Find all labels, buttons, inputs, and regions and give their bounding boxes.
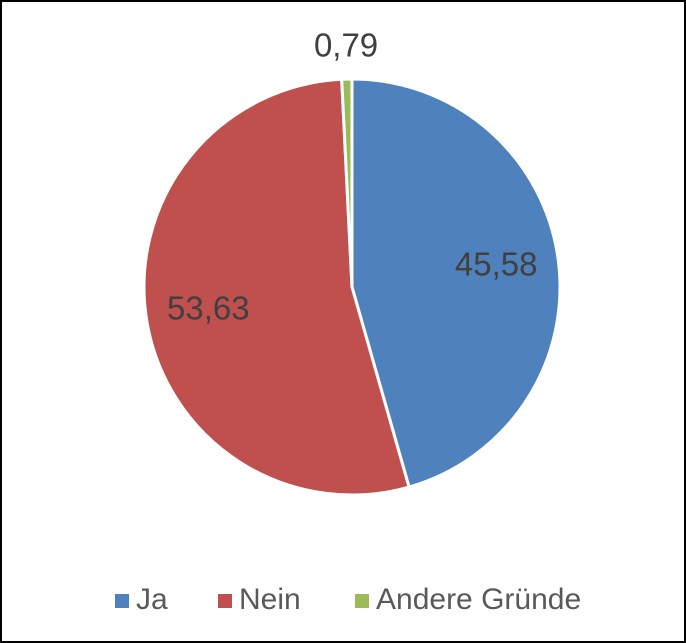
pie-slice [350,77,562,489]
legend-swatch [218,594,232,608]
legend-label: Ja [136,583,168,616]
pie-slice [142,77,411,497]
legend-swatch [115,594,129,608]
pie-slice [340,77,354,288]
data-label: 0,79 [314,27,378,64]
data-label: 53,63 [167,289,250,326]
data-label: 45,58 [455,246,538,283]
legend-label: Andere Gründe [376,583,581,616]
legend-label: Nein [239,583,301,616]
legend-swatch [355,594,369,608]
